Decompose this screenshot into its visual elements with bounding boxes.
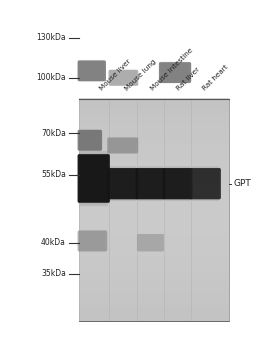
- Text: Rat heart: Rat heart: [201, 64, 229, 92]
- FancyBboxPatch shape: [109, 166, 137, 201]
- Text: Rat liver: Rat liver: [176, 66, 201, 92]
- FancyBboxPatch shape: [79, 99, 229, 321]
- Text: 35kDa: 35kDa: [41, 270, 66, 279]
- FancyBboxPatch shape: [137, 234, 164, 251]
- Text: Mouse lung: Mouse lung: [124, 58, 158, 92]
- FancyBboxPatch shape: [192, 166, 219, 201]
- FancyBboxPatch shape: [190, 168, 221, 199]
- FancyBboxPatch shape: [159, 62, 191, 83]
- FancyBboxPatch shape: [163, 168, 192, 199]
- FancyBboxPatch shape: [78, 154, 110, 203]
- Text: 70kDa: 70kDa: [41, 129, 66, 138]
- Text: 40kDa: 40kDa: [41, 238, 66, 247]
- FancyBboxPatch shape: [78, 61, 106, 81]
- FancyBboxPatch shape: [107, 138, 138, 153]
- FancyBboxPatch shape: [79, 151, 108, 206]
- Text: 100kDa: 100kDa: [36, 73, 66, 82]
- Text: 130kDa: 130kDa: [36, 33, 66, 42]
- FancyBboxPatch shape: [109, 70, 138, 86]
- FancyBboxPatch shape: [165, 166, 191, 201]
- FancyBboxPatch shape: [161, 61, 189, 84]
- FancyBboxPatch shape: [79, 60, 104, 82]
- Text: GPT: GPT: [234, 179, 252, 188]
- FancyBboxPatch shape: [110, 69, 137, 86]
- Text: 55kDa: 55kDa: [41, 170, 66, 180]
- FancyBboxPatch shape: [79, 230, 105, 252]
- FancyBboxPatch shape: [79, 129, 100, 152]
- FancyBboxPatch shape: [107, 168, 138, 199]
- FancyBboxPatch shape: [138, 166, 164, 201]
- FancyBboxPatch shape: [109, 137, 137, 154]
- FancyBboxPatch shape: [136, 168, 165, 199]
- FancyBboxPatch shape: [78, 231, 107, 251]
- FancyBboxPatch shape: [78, 130, 102, 151]
- Text: Mouse intestine: Mouse intestine: [150, 47, 195, 92]
- Text: Mouse liver: Mouse liver: [98, 58, 132, 92]
